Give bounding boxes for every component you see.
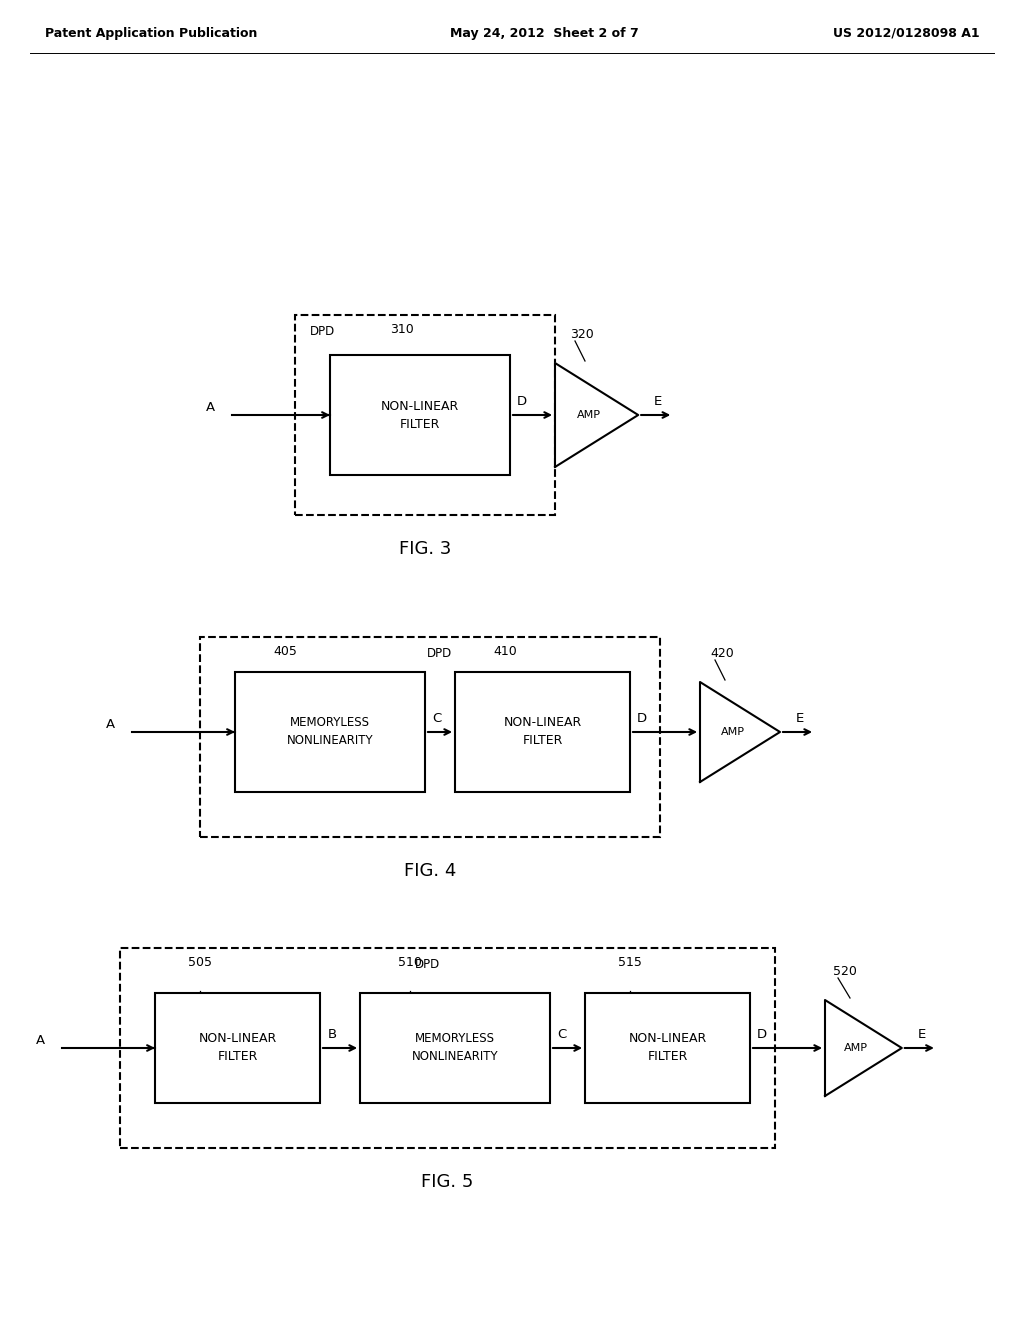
Text: 505: 505: [188, 956, 212, 969]
Text: NON-LINEAR
FILTER: NON-LINEAR FILTER: [381, 400, 459, 430]
Bar: [200, 638, 660, 837]
Bar: [120, 948, 775, 1148]
Text: DPD: DPD: [310, 325, 335, 338]
Text: E: E: [918, 1028, 926, 1041]
Bar: [330, 355, 510, 475]
Text: US 2012/0128098 A1: US 2012/0128098 A1: [834, 26, 980, 40]
Text: 310: 310: [390, 323, 414, 337]
Text: MEMORYLESS
NONLINEARITY: MEMORYLESS NONLINEARITY: [287, 717, 374, 747]
Text: 410: 410: [494, 645, 517, 657]
Text: 405: 405: [273, 645, 297, 657]
Text: NON-LINEAR
FILTER: NON-LINEAR FILTER: [504, 717, 582, 747]
Text: D: D: [517, 396, 527, 408]
Text: FIG. 3: FIG. 3: [398, 540, 452, 558]
Text: AMP: AMP: [844, 1043, 868, 1053]
Polygon shape: [825, 1001, 902, 1096]
Polygon shape: [700, 682, 780, 781]
Polygon shape: [555, 363, 638, 467]
Text: DPD: DPD: [427, 647, 453, 660]
Text: AMP: AMP: [577, 411, 601, 420]
Text: B: B: [328, 1028, 337, 1041]
Text: AMP: AMP: [721, 727, 744, 737]
Bar: [155, 993, 319, 1104]
Text: E: E: [796, 713, 804, 726]
Text: 515: 515: [618, 956, 642, 969]
Bar: [295, 315, 555, 515]
Text: D: D: [757, 1028, 767, 1041]
Text: FIG. 4: FIG. 4: [403, 862, 456, 880]
Text: C: C: [432, 713, 441, 726]
Text: NON-LINEAR
FILTER: NON-LINEAR FILTER: [629, 1032, 707, 1064]
Bar: [585, 993, 750, 1104]
Bar: [360, 993, 550, 1104]
Bar: [455, 672, 630, 792]
Text: 420: 420: [710, 647, 734, 660]
Text: E: E: [654, 396, 663, 408]
Bar: [234, 672, 425, 792]
Text: D: D: [637, 713, 647, 726]
Text: A: A: [105, 718, 115, 731]
Text: 520: 520: [833, 965, 857, 978]
Text: C: C: [557, 1028, 566, 1041]
Text: May 24, 2012  Sheet 2 of 7: May 24, 2012 Sheet 2 of 7: [450, 26, 639, 40]
Text: Patent Application Publication: Patent Application Publication: [45, 26, 257, 40]
Text: A: A: [36, 1035, 45, 1048]
Text: DPD: DPD: [415, 958, 440, 972]
Text: 320: 320: [570, 327, 594, 341]
Text: 510: 510: [398, 956, 422, 969]
Text: FIG. 5: FIG. 5: [421, 1173, 474, 1191]
Text: A: A: [206, 401, 215, 414]
Text: MEMORYLESS
NONLINEARITY: MEMORYLESS NONLINEARITY: [412, 1032, 499, 1064]
Text: NON-LINEAR
FILTER: NON-LINEAR FILTER: [199, 1032, 276, 1064]
